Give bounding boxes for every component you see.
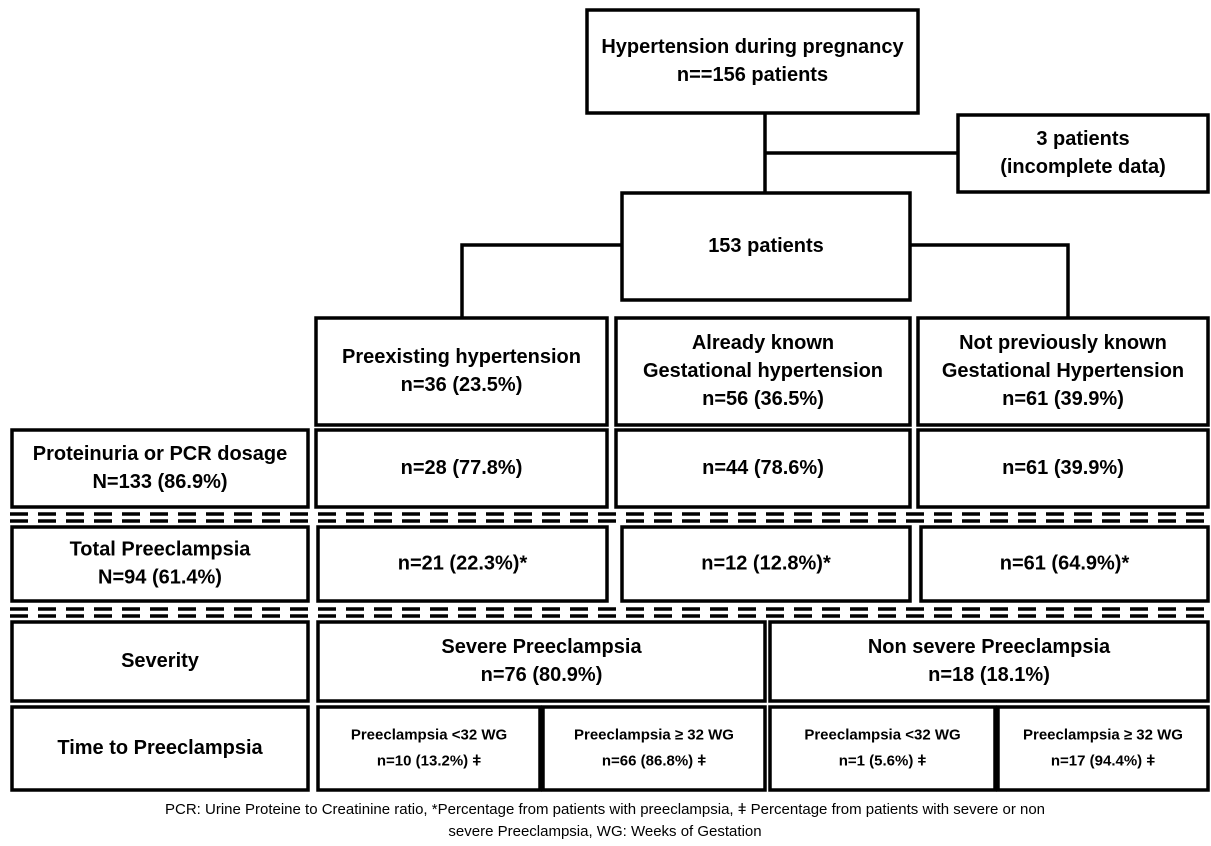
- node-label: n=10 (13.2%) ǂ: [377, 752, 481, 769]
- node-label: Total Preeclampsia: [70, 538, 252, 560]
- node-label: n=18 (18.1%): [928, 664, 1050, 686]
- node-label: 153 patients: [708, 235, 824, 257]
- node-box: [620, 191, 912, 302]
- node-label: n=12 (12.8%)*: [701, 552, 831, 574]
- node-label: Preeclampsia ≥ 32 WG: [574, 726, 734, 743]
- node-box: [10, 620, 310, 703]
- node-box: [919, 525, 1210, 603]
- node-label: (incomplete data): [1000, 156, 1166, 178]
- node-label: Severe Preeclampsia: [441, 636, 642, 658]
- node-label: n=44 (78.6%): [702, 457, 824, 479]
- node-label: n=21 (22.3%)*: [398, 552, 528, 574]
- footnote: severe Preeclampsia, WG: Weeks of Gestat…: [448, 823, 761, 840]
- node-box: [585, 8, 920, 115]
- node-label: N=94 (61.4%): [98, 566, 222, 588]
- node-box: [10, 705, 310, 792]
- node-label: Preeclampsia ≥ 32 WG: [1023, 726, 1183, 743]
- node-label: Hypertension during pregnancy: [601, 36, 904, 58]
- node-label: n=17 (94.4%) ǂ: [1051, 752, 1155, 769]
- node-box: [316, 705, 542, 792]
- node-label: n=61 (39.9%): [1002, 388, 1124, 410]
- node-box: [10, 428, 310, 509]
- node-box: [10, 525, 310, 603]
- connector: [910, 243, 1070, 318]
- node-box: [620, 525, 912, 603]
- node-box: [614, 428, 912, 509]
- node-box: [996, 705, 1210, 792]
- node-label: n=61 (39.9%): [1002, 457, 1124, 479]
- node-label: Proteinuria or PCR dosage: [33, 443, 288, 465]
- connector: [460, 243, 622, 318]
- node-label: Not previously known: [959, 332, 1167, 354]
- node-box: [768, 705, 997, 792]
- node-label: n=66 (86.8%) ǂ: [602, 752, 706, 769]
- node-label: Preeclampsia <32 WG: [351, 726, 507, 743]
- node-label: 3 patients: [1036, 128, 1129, 150]
- node-label: n=36 (23.5%): [401, 374, 523, 396]
- node-label: n=28 (77.8%): [401, 457, 523, 479]
- node-box: [316, 525, 609, 603]
- node-label: n=76 (80.9%): [481, 664, 603, 686]
- node-label: Time to Preeclampsia: [57, 737, 263, 759]
- node-label: N=133 (86.9%): [92, 471, 227, 493]
- node-box: [316, 620, 767, 703]
- node-label: Severity: [121, 650, 200, 672]
- node-label: n=61 (64.9%)*: [1000, 552, 1130, 574]
- node-label: Non severe Preeclampsia: [868, 636, 1111, 658]
- footnote: PCR: Urine Proteine to Creatinine ratio,…: [165, 801, 1045, 818]
- node-label: n=1 (5.6%) ǂ: [839, 752, 927, 769]
- node-label: Preeclampsia <32 WG: [804, 726, 960, 743]
- node-label: Gestational Hypertension: [942, 360, 1184, 382]
- node-box: [916, 316, 1210, 427]
- node-label: Already known: [692, 332, 834, 354]
- node-label: Gestational hypertension: [643, 360, 883, 382]
- node-box: [314, 316, 609, 427]
- node-box: [768, 620, 1210, 703]
- node-box: [956, 113, 1210, 194]
- node-label: n==156 patients: [677, 64, 828, 86]
- node-box: [916, 428, 1210, 509]
- node-box: [314, 428, 609, 509]
- node-box: [541, 705, 767, 792]
- node-label: n=56 (36.5%): [702, 388, 824, 410]
- node-label: Preexisting hypertension: [342, 346, 581, 368]
- node-box: [614, 316, 912, 427]
